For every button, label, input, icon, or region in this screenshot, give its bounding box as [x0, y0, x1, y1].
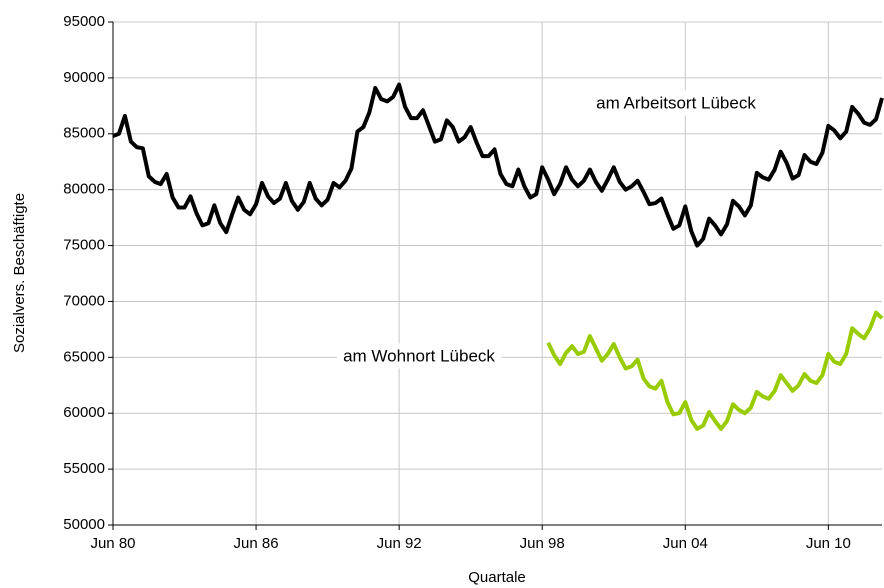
y-axis-label: Sozialvers. Beschäftigte: [11, 193, 28, 353]
x-tick-label: Jun 92: [377, 535, 422, 552]
y-tick-label: 60000: [63, 404, 105, 421]
series-annotation: am Arbeitsort Lübeck: [596, 93, 756, 112]
y-tick-label: 70000: [63, 292, 105, 309]
y-tick-label: 90000: [63, 69, 105, 86]
x-tick-label: Jun 86: [234, 535, 279, 552]
y-tick-label: 75000: [63, 237, 105, 254]
x-tick-label: Jun 04: [663, 535, 708, 552]
line-series: [112, 82, 884, 248]
x-tick-label: Jun 98: [520, 535, 565, 552]
y-tick-label: 95000: [63, 13, 105, 30]
y-tick-label: 50000: [63, 516, 105, 533]
x-axis-label: Quartale: [468, 569, 526, 586]
y-tick-label: 80000: [63, 181, 105, 198]
series-annotation: am Wohnort Lübeck: [343, 346, 495, 365]
x-tick-label: Jun 10: [806, 535, 851, 552]
annotation-background: [590, 90, 763, 116]
y-tick-label: 85000: [63, 125, 105, 142]
x-tick-label: Jun 80: [90, 535, 135, 552]
y-tick-label: 55000: [63, 460, 105, 477]
y-tick-label: 65000: [63, 348, 105, 365]
annotation-background: [337, 343, 502, 369]
line-series: [546, 310, 884, 431]
